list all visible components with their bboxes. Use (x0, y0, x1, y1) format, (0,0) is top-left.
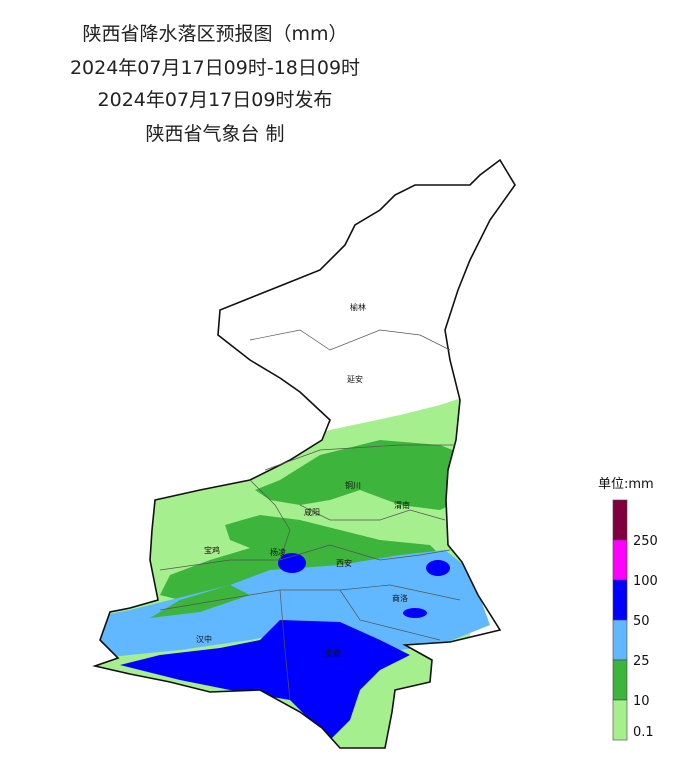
rain-areas (95, 160, 515, 748)
city-label: 西安 (336, 558, 352, 568)
title: 陕西省降水落区预报图（mm） (82, 23, 347, 45)
legend-label: 10 (633, 694, 650, 709)
legend-swatch (612, 539, 628, 581)
city-label: 咸阳 (304, 507, 320, 517)
city-label: 延安 (347, 374, 363, 384)
city-label: 安康 (325, 648, 341, 658)
city-label: 榆林 (350, 302, 366, 312)
issued: 2024年07月17日09时发布 (98, 89, 333, 111)
legend-swatch (612, 659, 628, 701)
city-label: 商洛 (392, 593, 408, 603)
legend-swatch (612, 699, 628, 741)
legend: 单位:mm 250 100 50 25 10 0.1 (598, 477, 658, 741)
legend-label: 50 (633, 614, 650, 629)
city-borders (159, 329, 461, 701)
legend-title: 单位:mm (598, 477, 654, 492)
legend-swatch (612, 499, 628, 541)
city-label: 汉中 (196, 634, 212, 644)
legend-label: 25 (633, 654, 650, 669)
legend-label: 100 (633, 574, 658, 589)
legend-label: 0.1 (633, 725, 654, 740)
city-label: 宝鸡 (204, 545, 220, 555)
period: 2024年07月17日09时-18日09时 (70, 57, 360, 79)
legend-swatch (612, 579, 628, 621)
legend-label: 250 (633, 534, 658, 549)
city-label: 杨凌 (270, 547, 286, 557)
city-label: 渭南 (394, 500, 410, 510)
city-label: 铜川 (345, 480, 361, 490)
legend-swatch (612, 619, 628, 661)
publisher: 陕西省气象台 制 (145, 123, 284, 145)
